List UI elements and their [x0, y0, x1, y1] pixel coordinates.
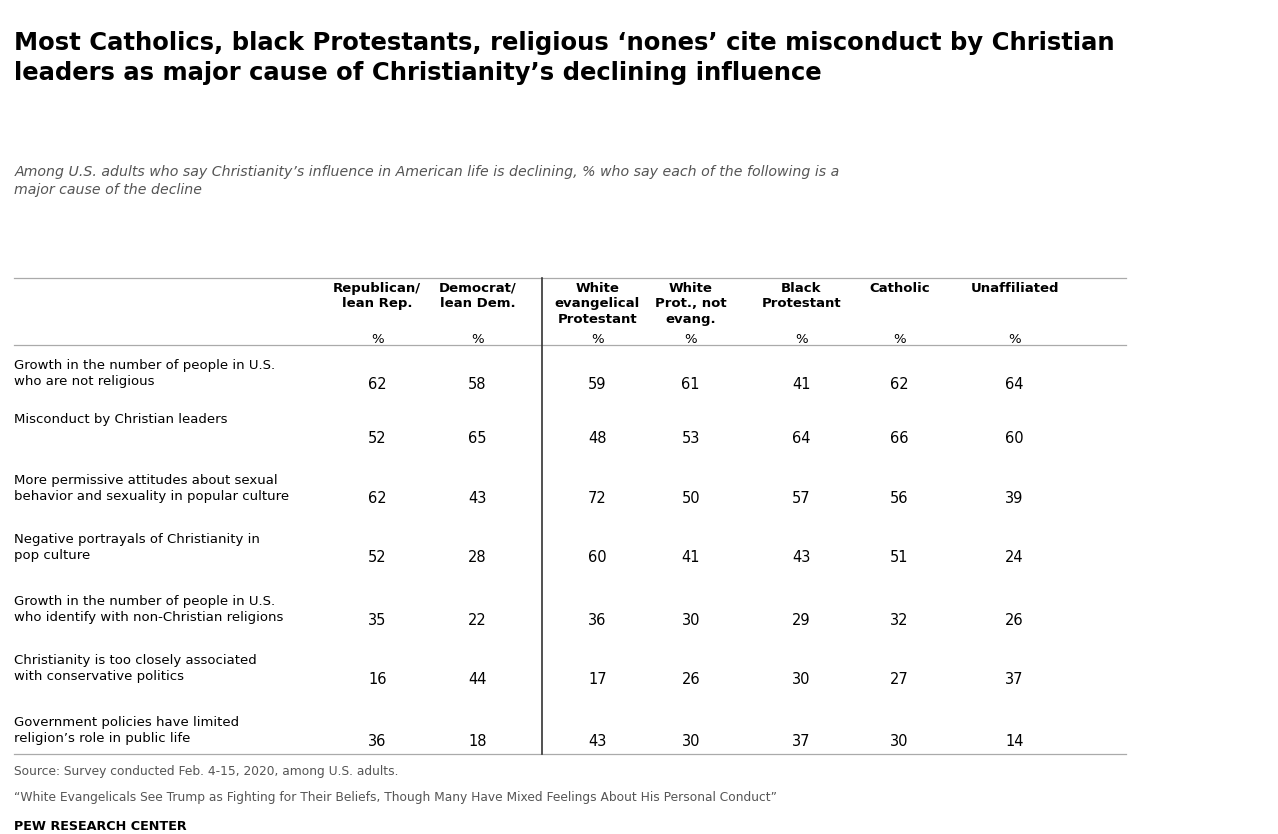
Text: 62: 62 — [368, 491, 387, 506]
Text: 26: 26 — [1006, 613, 1024, 628]
Text: Christianity is too closely associated
with conservative politics: Christianity is too closely associated w… — [14, 654, 257, 683]
Text: 30: 30 — [681, 734, 700, 749]
Text: 52: 52 — [368, 430, 387, 445]
Text: 58: 58 — [468, 376, 487, 391]
Text: %: % — [685, 333, 697, 346]
Text: Growth in the number of people in U.S.
who identify with non-Christian religions: Growth in the number of people in U.S. w… — [14, 595, 284, 624]
Text: %: % — [371, 333, 383, 346]
Text: 57: 57 — [792, 491, 810, 506]
Text: 30: 30 — [889, 734, 909, 749]
Text: 59: 59 — [588, 376, 607, 391]
Text: 27: 27 — [889, 672, 909, 687]
Text: 60: 60 — [588, 550, 607, 565]
Text: White
evangelical
Protestant: White evangelical Protestant — [555, 282, 640, 326]
Text: 37: 37 — [1006, 672, 1024, 687]
Text: Black
Protestant: Black Protestant — [762, 282, 841, 310]
Text: 32: 32 — [889, 613, 909, 628]
Text: Growth in the number of people in U.S.
who are not religious: Growth in the number of people in U.S. w… — [14, 359, 276, 388]
Text: 62: 62 — [889, 376, 909, 391]
Text: 60: 60 — [1006, 430, 1024, 445]
Text: 44: 44 — [468, 672, 487, 687]
Text: 36: 36 — [368, 734, 386, 749]
Text: Source: Survey conducted Feb. 4-15, 2020, among U.S. adults.: Source: Survey conducted Feb. 4-15, 2020… — [14, 765, 399, 778]
Text: 43: 43 — [588, 734, 607, 749]
Text: 26: 26 — [681, 672, 700, 687]
Text: Democrat/
lean Dem.: Democrat/ lean Dem. — [438, 282, 516, 310]
Text: 28: 28 — [468, 550, 487, 565]
Text: 24: 24 — [1006, 550, 1024, 565]
Text: %: % — [795, 333, 808, 346]
Text: 65: 65 — [468, 430, 487, 445]
Text: Unaffiliated: Unaffiliated — [970, 282, 1058, 295]
Text: Catholic: Catholic — [869, 282, 929, 295]
Text: Most Catholics, black Protestants, religious ‘nones’ cite misconduct by Christia: Most Catholics, black Protestants, relig… — [14, 31, 1114, 85]
Text: Republican/
lean Rep.: Republican/ lean Rep. — [334, 282, 422, 310]
Text: 64: 64 — [1006, 376, 1024, 391]
Text: 56: 56 — [889, 491, 909, 506]
Text: 66: 66 — [889, 430, 909, 445]
Text: 41: 41 — [681, 550, 700, 565]
Text: 30: 30 — [792, 672, 810, 687]
Text: PEW RESEARCH CENTER: PEW RESEARCH CENTER — [14, 820, 187, 833]
Text: Among U.S. adults who say Christianity’s influence in American life is declining: Among U.S. adults who say Christianity’s… — [14, 164, 840, 197]
Text: 51: 51 — [889, 550, 909, 565]
Text: “White Evangelicals See Trump as Fighting for Their Beliefs, Though Many Have Mi: “White Evangelicals See Trump as Fightin… — [14, 791, 777, 804]
Text: Misconduct by Christian leaders: Misconduct by Christian leaders — [14, 413, 227, 426]
Text: White
Prot., not
evang.: White Prot., not evang. — [654, 282, 727, 326]
Text: 22: 22 — [468, 613, 487, 628]
Text: 14: 14 — [1006, 734, 1024, 749]
Text: 39: 39 — [1006, 491, 1024, 506]
Text: 36: 36 — [588, 613, 607, 628]
Text: 29: 29 — [792, 613, 810, 628]
Text: More permissive attitudes about sexual
behavior and sexuality in popular culture: More permissive attitudes about sexual b… — [14, 474, 289, 503]
Text: 61: 61 — [681, 376, 700, 391]
Text: %: % — [893, 333, 906, 346]
Text: %: % — [592, 333, 603, 346]
Text: Negative portrayals of Christianity in
pop culture: Negative portrayals of Christianity in p… — [14, 533, 261, 561]
Text: 41: 41 — [792, 376, 810, 391]
Text: 18: 18 — [468, 734, 487, 749]
Text: 64: 64 — [792, 430, 810, 445]
Text: 30: 30 — [681, 613, 700, 628]
Text: %: % — [1008, 333, 1021, 346]
Text: %: % — [472, 333, 484, 346]
Text: 48: 48 — [588, 430, 607, 445]
Text: 43: 43 — [468, 491, 487, 506]
Text: 50: 50 — [681, 491, 700, 506]
Text: 43: 43 — [792, 550, 810, 565]
Text: 16: 16 — [368, 672, 386, 687]
Text: 37: 37 — [792, 734, 810, 749]
Text: 72: 72 — [588, 491, 607, 506]
Text: Government policies have limited
religion’s role in public life: Government policies have limited religio… — [14, 716, 239, 746]
Text: 53: 53 — [681, 430, 700, 445]
Text: 62: 62 — [368, 376, 387, 391]
Text: 52: 52 — [368, 550, 387, 565]
Text: 17: 17 — [588, 672, 607, 687]
Text: 35: 35 — [368, 613, 386, 628]
